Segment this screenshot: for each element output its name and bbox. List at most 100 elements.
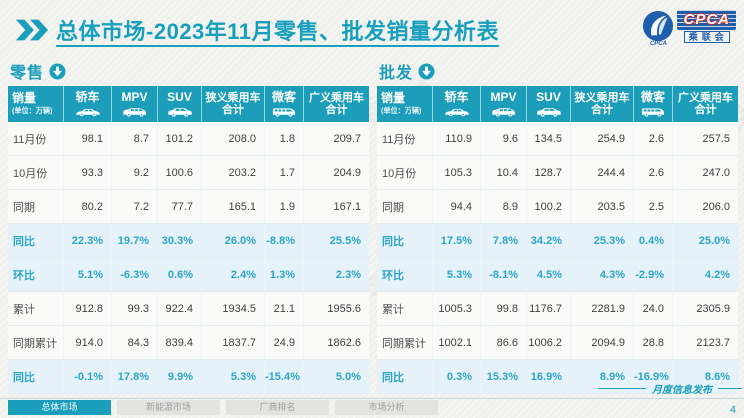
cell-value: 100.2 (527, 190, 571, 224)
cell-value: -0.1% (64, 360, 112, 394)
minibus-icon (271, 106, 297, 117)
cell-value: 24.0 (634, 292, 673, 326)
col-header-label: 轿车 (444, 90, 469, 105)
mpv-icon (122, 106, 148, 117)
mpv-icon (491, 106, 517, 117)
cell-value: 17.5% (433, 224, 481, 258)
cell-value: 1.8 (265, 122, 304, 156)
publication-rule-right (718, 388, 742, 389)
suv-icon (167, 106, 193, 117)
cell-value: 80.2 (64, 190, 112, 224)
table-header-row: 销量 (单位：万辆) 轿车 MPV SUV 狭义乘用车 合计 微客 广义乘用车 合计 (8, 86, 369, 122)
cpca-wordmark-text: CPCA (683, 11, 730, 28)
cell-value: 2.6 (634, 122, 673, 156)
cell-value: 2305.9 (673, 292, 738, 326)
retail-table: 销量 (单位：万辆) 轿车 MPV SUV 狭义乘用车 合计 微客 广义乘用车 合计 11月份 98.… (8, 86, 369, 394)
double-chevron-icon (14, 19, 48, 41)
table-row: 同期 80.2 7.2 77.7 165.1 1.9 167.1 (8, 190, 369, 224)
footer-divider (0, 398, 744, 399)
sales-unit-label: (单位：万辆) (381, 106, 422, 115)
sales-unit-label: (单位：万辆) (12, 106, 53, 115)
cell-value: 77.7 (158, 190, 202, 224)
cell-value: 1.7 (265, 156, 304, 190)
cell-value: 94.4 (433, 190, 481, 224)
cell-value: 2.3% (304, 258, 369, 292)
retail-section-label: 零售 (10, 65, 45, 82)
row-label: 同期 (8, 190, 64, 224)
tab-market-analysis[interactable]: 市场分析 (335, 400, 438, 415)
cell-value: 247.0 (673, 156, 738, 190)
cell-value: 2.5 (634, 190, 673, 224)
col-header-sales: 销量 (单位：万辆) (8, 86, 64, 122)
tab-manufacturer-ranking[interactable]: 厂商排名 (226, 400, 329, 415)
cell-value: 209.7 (304, 122, 369, 156)
retail-table-slot: 销量 (单位：万辆) 轿车 MPV SUV 狭义乘用车 合计 微客 广义乘用车 合计 11月份 98.… (8, 86, 369, 394)
cell-value: 8.6% (673, 360, 738, 394)
cell-value: 17.8% (112, 360, 158, 394)
cell-value: 912.8 (64, 292, 112, 326)
col-header-label: MPV (490, 90, 517, 105)
sales-header-title: 销量 (12, 90, 37, 105)
cell-value: 10.4 (481, 156, 527, 190)
retail-section-header: 零售 (10, 60, 369, 82)
page-title-bold: 总体市场 (56, 19, 147, 44)
cpca-wordmark: CPCA 乘联会 (677, 10, 736, 43)
cell-value: 134.5 (527, 122, 571, 156)
cell-value: 34.2% (527, 224, 571, 258)
cpca-chinese-name: 乘联会 (683, 31, 730, 43)
cell-value: 167.1 (304, 190, 369, 224)
cell-value: 99.8 (481, 292, 527, 326)
cell-value: 128.7 (527, 156, 571, 190)
cell-value: 86.6 (481, 326, 527, 360)
table-row: 同期 94.4 8.9 100.2 203.5 2.5 206.0 (377, 190, 738, 224)
cell-value: 7.8% (481, 224, 527, 258)
table-row: 同比 17.5% 7.8% 34.2% 25.3% 0.4% 25.0% (377, 224, 738, 258)
tab-nev-market[interactable]: 新能源市场 (117, 400, 220, 415)
col-header-total: 广义乘用车 合计 (304, 86, 369, 122)
cell-value: 922.4 (158, 292, 202, 326)
cell-value: 208.0 (202, 122, 265, 156)
cell-value: 9.9% (158, 360, 202, 394)
table-row: 环比 5.3% -8.1% 4.5% 4.3% -2.9% 4.2% (377, 258, 738, 292)
wholesale-table: 销量 (单位：万辆) 轿车 MPV SUV 狭义乘用车 合计 微客 广义乘用车 合计 11月份 110… (377, 86, 738, 394)
row-label: 同比 (8, 360, 64, 394)
cell-value: 1955.6 (304, 292, 369, 326)
cell-value: 204.9 (304, 156, 369, 190)
wholesale-section: 批发 销量 (单位：万辆) 轿车 MPV SUV 狭义乘用车 合计 微客 广义乘用车 合计 11月份… (377, 60, 738, 394)
cell-value: 22.3% (64, 224, 112, 258)
circle-down-arrow-icon (418, 62, 435, 80)
cell-value: 1.3% (265, 258, 304, 292)
wholesale-table-slot: 销量 (单位：万辆) 轿车 MPV SUV 狭义乘用车 合计 微客 广义乘用车 合计 11月份 110… (377, 86, 738, 394)
wholesale-section-header: 批发 (379, 60, 738, 82)
cell-value: 206.0 (673, 190, 738, 224)
page-title-rest: -2023年11月零售、批发销量分析表 (146, 19, 500, 44)
cell-value: 93.3 (64, 156, 112, 190)
cell-value: 1837.7 (202, 326, 265, 360)
col-header-mpv: MPV (112, 86, 158, 122)
col-header-sales: 销量 (单位：万辆) (377, 86, 433, 122)
col-header-label: 微客 (640, 90, 665, 105)
tab-overall-market[interactable]: 总体市场 (8, 400, 111, 415)
cell-value: 1002.1 (433, 326, 481, 360)
cell-value: -6.3% (112, 258, 158, 292)
cell-value: 100.6 (158, 156, 202, 190)
row-label: 同期 (377, 190, 433, 224)
cell-value: 25.0% (673, 224, 738, 258)
col-header-mpv: MPV (481, 86, 527, 122)
cell-value: 254.9 (571, 122, 634, 156)
row-label: 同比 (377, 224, 433, 258)
row-label: 同期累计 (8, 326, 64, 360)
col-header-sedan: 轿车 (64, 86, 112, 122)
table-row: 11月份 98.1 8.7 101.2 208.0 1.8 209.7 (8, 122, 369, 156)
minibus-icon (640, 106, 666, 117)
cell-value: 19.7% (112, 224, 158, 258)
cell-value: 1006.2 (527, 326, 571, 360)
cell-value: 110.9 (433, 122, 481, 156)
cell-value: 5.3% (202, 360, 265, 394)
publication-label: 月度信息发布 (598, 381, 742, 396)
cell-value: 98.1 (64, 122, 112, 156)
cell-value: 1176.7 (527, 292, 571, 326)
col-header-minibus: 微客 (265, 86, 304, 122)
footer-tabs: 总体市场 新能源市场 厂商排名 市场分析 (8, 400, 438, 415)
circle-down-arrow-icon (49, 62, 66, 80)
